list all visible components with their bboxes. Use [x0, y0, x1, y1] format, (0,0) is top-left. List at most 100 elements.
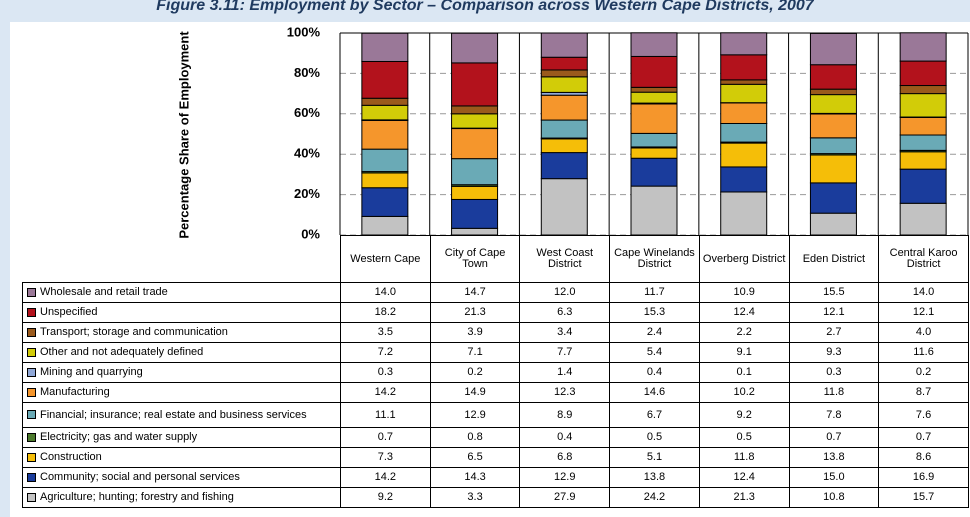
bar-segment: [720, 32, 768, 56]
table-row: Community; social and personal services 1…: [22, 467, 969, 488]
value-cell: 7.7: [519, 342, 611, 363]
value-cell: 7.6: [878, 402, 969, 428]
value-cell: 27.9: [519, 487, 611, 508]
y-axis-label: Percentage Share of Employment: [176, 31, 191, 239]
bar-segment: [451, 227, 499, 236]
header-row: Western Cape City of Cape Town West Coast …: [22, 235, 969, 283]
bar-segment: [720, 142, 768, 168]
category-label: West Coast District: [519, 235, 611, 283]
value-cell: 5.1: [609, 447, 700, 468]
value-cell: 14.6: [609, 382, 700, 403]
bar-segment: [451, 32, 499, 64]
series-cell: Manufacturing: [22, 382, 341, 403]
legend-swatch: [27, 307, 36, 317]
bar-segment: [899, 60, 947, 87]
bar-segment: [630, 132, 678, 148]
value-cell: 12.4: [698, 467, 790, 488]
bar-segment: [720, 83, 768, 104]
value-cell: 14.2: [340, 467, 431, 488]
series-cell: Electricity; gas and water supply: [22, 427, 341, 448]
value-cell: 0.8: [429, 427, 521, 448]
bar-segment: [361, 148, 409, 173]
series-cell: Wholesale and retail trade: [22, 282, 341, 303]
value-cell: 6.7: [609, 402, 700, 428]
legend-swatch: [27, 327, 36, 337]
value-cell: 0.7: [878, 427, 969, 448]
bar-segment: [809, 88, 857, 96]
value-cell: 4.0: [878, 322, 969, 343]
bar-segment: [630, 91, 678, 104]
bar-segment: [451, 128, 499, 160]
bar-segment: [540, 32, 588, 58]
bar-segment: [899, 151, 947, 170]
bar-segment: [809, 182, 857, 214]
bar-segment: [630, 157, 678, 187]
bar-segment: [361, 215, 409, 236]
y-tick-label: 100%: [287, 24, 321, 39]
bar-segment: [720, 79, 768, 85]
legend-label: Manufacturing: [40, 386, 110, 398]
y-tick-label: 80%: [294, 65, 320, 80]
value-cell: 7.1: [429, 342, 521, 363]
category-label: Eden District: [788, 235, 880, 283]
bar-segment: [361, 32, 409, 62]
value-cell: 11.6: [878, 342, 969, 363]
table-row: Electricity; gas and water supply 0.7 0.8 0…: [22, 427, 969, 448]
value-cell: 9.3: [788, 342, 880, 363]
table-row: Transport; storage and communication 3.5 3…: [22, 322, 969, 343]
value-cell: 14.2: [340, 382, 431, 403]
value-cell: 12.9: [519, 467, 611, 488]
value-cell: 14.9: [429, 382, 521, 403]
bar-segment: [540, 152, 588, 180]
legend-label: Agriculture; hunting; forestry and fishi…: [40, 491, 234, 503]
bar-segment: [361, 60, 409, 99]
value-cell: 14.0: [340, 282, 431, 303]
legend-label: Construction: [40, 451, 102, 463]
value-cell: 15.7: [878, 487, 969, 508]
bar-segment: [899, 32, 947, 62]
value-cell: 0.2: [429, 362, 521, 383]
table-row: Manufacturing 14.2 14.9 12.3 14.6 10.2 11.8 8.7: [22, 382, 969, 403]
value-cell: 11.8: [698, 447, 790, 468]
value-cell: 11.7: [609, 282, 700, 303]
legend-label: Mining and quarrying: [40, 366, 143, 378]
value-cell: 3.5: [340, 322, 431, 343]
value-cell: 14.0: [878, 282, 969, 303]
bar-segment: [899, 202, 947, 236]
legend-swatch: [27, 287, 36, 297]
legend-label: Community; social and personal services: [40, 471, 240, 483]
value-cell: 16.9: [878, 467, 969, 488]
bar-segment: [361, 119, 409, 150]
category-label: Western Cape: [340, 235, 431, 283]
table-row: Financial; insurance; real estate and bu…: [22, 402, 969, 428]
blank-cell: [22, 235, 341, 283]
bar-segment: [630, 185, 678, 236]
legend-label: Wholesale and retail trade: [40, 286, 168, 298]
bar-segment: [630, 103, 678, 134]
chart-title: Figure 3.11: Employment by Sector – Comp…: [156, 0, 814, 14]
bar-segment: [451, 185, 499, 200]
value-cell: 13.8: [788, 447, 880, 468]
table-row: Mining and quarrying 0.3 0.2 1.4 0.4 0.1 0.3 0.…: [22, 362, 969, 383]
bar-segment: [809, 212, 857, 236]
series-cell: Financial; insurance; real estate and bu…: [22, 402, 341, 428]
bar-segment: [451, 105, 499, 115]
bar-segment: [451, 62, 499, 107]
value-cell: 7.2: [340, 342, 431, 363]
value-cell: 12.1: [788, 302, 880, 323]
bar-segment: [361, 172, 409, 189]
value-cell: 2.7: [788, 322, 880, 343]
bar-segment: [809, 154, 857, 184]
table-row: Other and not adequately defined 7.2 7.1 7.…: [22, 342, 969, 363]
category-label: City of Cape Town: [429, 235, 521, 283]
value-cell: 0.4: [609, 362, 700, 383]
value-cell: 10.2: [698, 382, 790, 403]
category-label: Central Karoo District: [878, 235, 969, 283]
table-row: Unspecified 18.2 21.3 6.3 15.3 12.4 12.1 12.1: [22, 302, 969, 323]
series-cell: Agriculture; hunting; forestry and fishi…: [22, 487, 341, 508]
value-cell: 14.3: [429, 467, 521, 488]
legend-label: Other and not adequately defined: [40, 346, 204, 358]
value-cell: 3.3: [429, 487, 521, 508]
bar-segment: [451, 198, 499, 229]
y-tick-label: 20%: [294, 186, 320, 201]
